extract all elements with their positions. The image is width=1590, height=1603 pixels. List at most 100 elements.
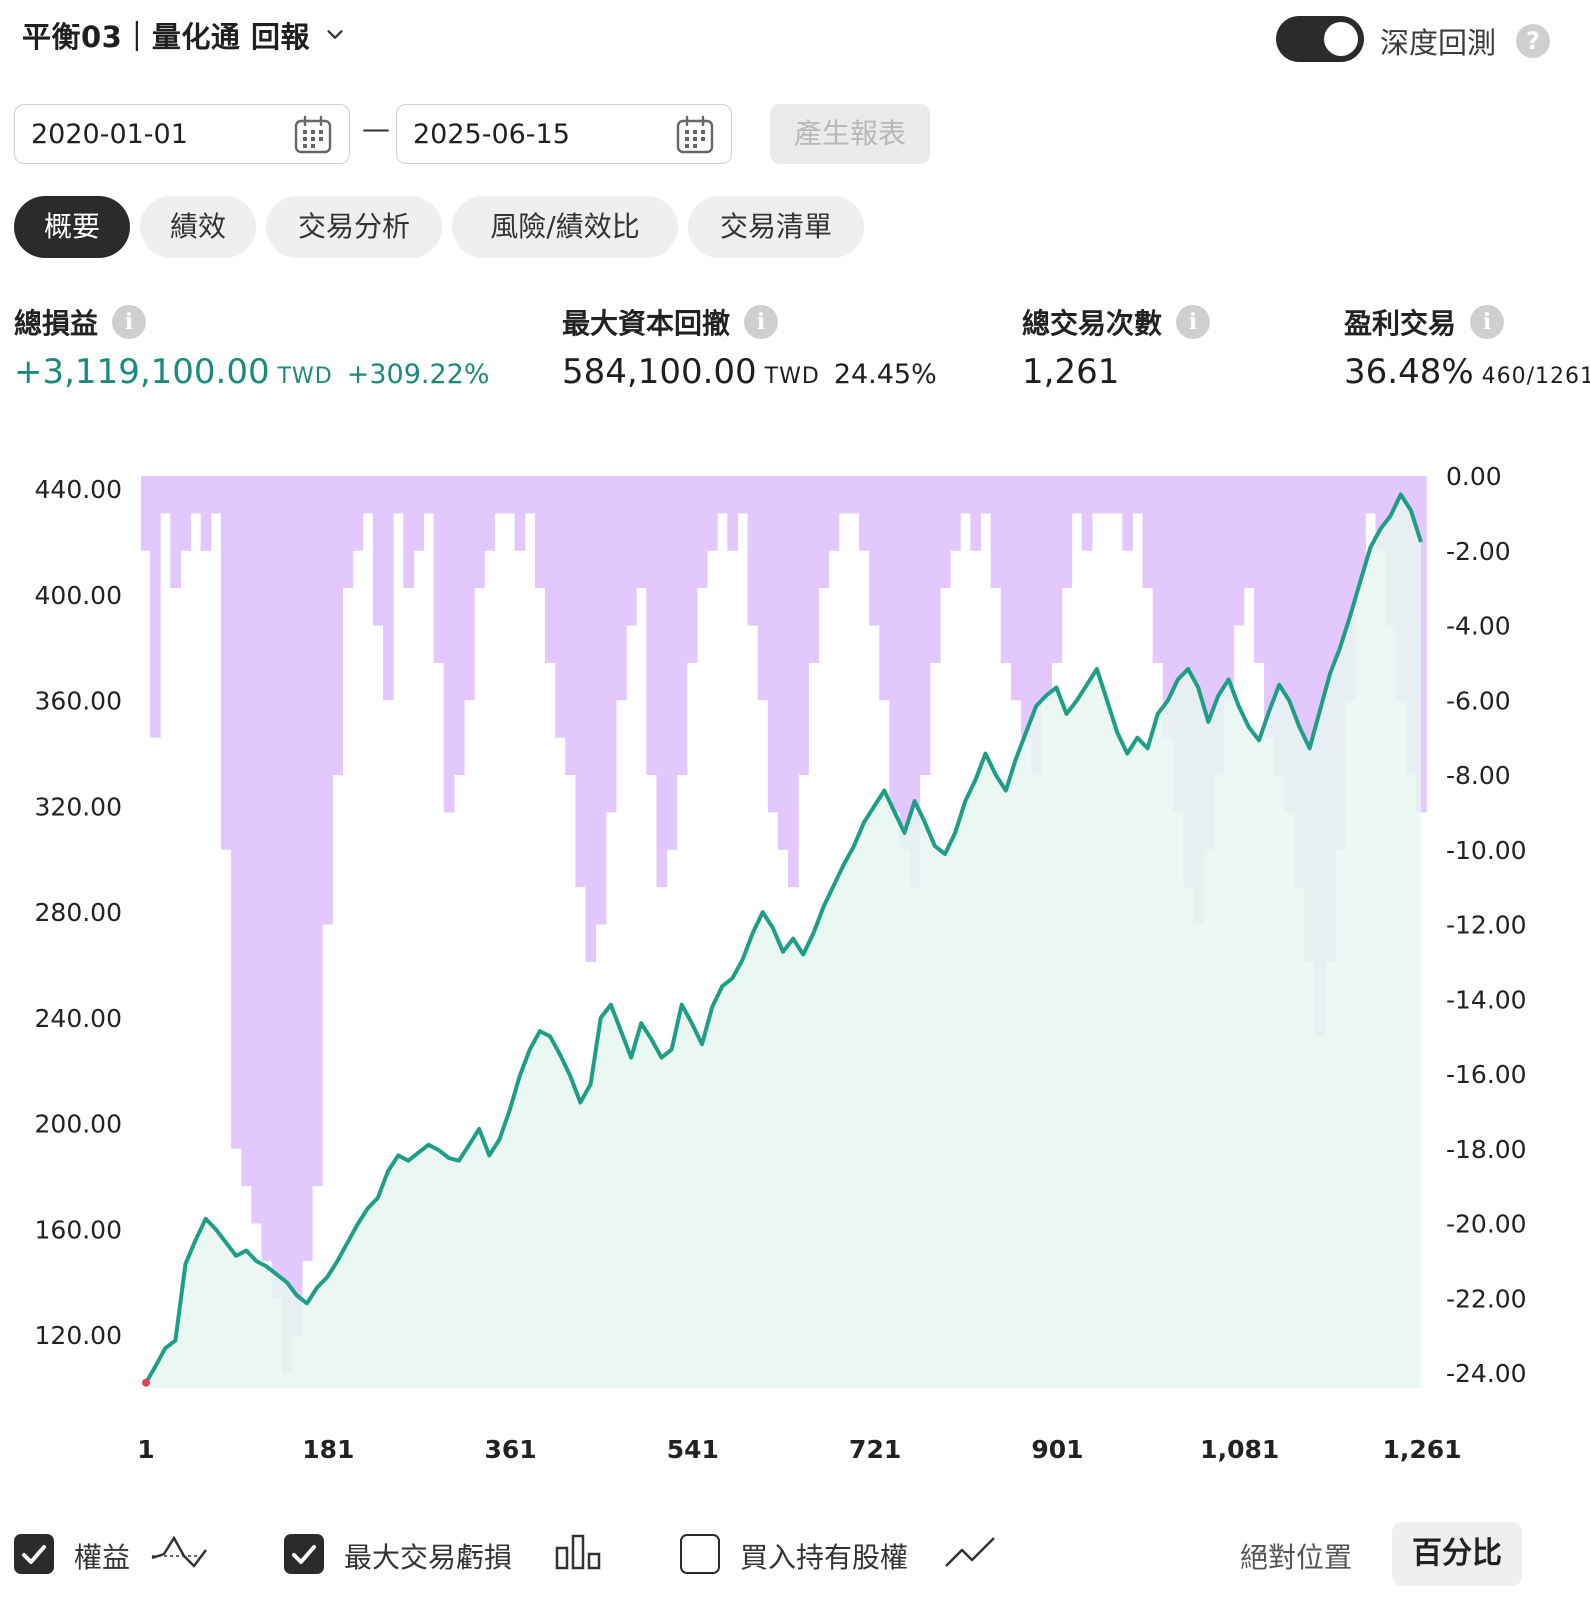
equity-drawdown-chart[interactable]: 440.00 400.00 360.00 320.00 280.00 240.00 200.… xyxy=(0,460,1590,1520)
report-title[interactable]: 平衡03｜量化通 回報 xyxy=(22,14,346,56)
y-right-tick: -4.00 xyxy=(1446,612,1511,641)
drawdown-bar xyxy=(636,476,647,589)
drawdown-bar xyxy=(1152,476,1164,663)
info-icon[interactable]: i xyxy=(1176,305,1211,339)
x-tick: 181 xyxy=(302,1435,354,1464)
stat-pnl-value: +3,119,100.00 TWD +309.22% xyxy=(14,352,490,392)
pnl-amount: +3,119,100.00 xyxy=(14,352,270,392)
y-left-tick: 360.00 xyxy=(35,687,122,716)
report-title-text: 平衡03｜量化通 回報 xyxy=(22,20,310,54)
drawdown-bar xyxy=(788,476,799,888)
drawdown-bar xyxy=(423,476,435,514)
drawdown-bar xyxy=(1304,476,1316,962)
generate-report-button[interactable]: 產生報表 xyxy=(770,104,930,164)
help-icon[interactable]: ? xyxy=(1516,24,1550,58)
deep-backtest-toggle[interactable] xyxy=(1276,16,1364,62)
drawdown-bar xyxy=(362,476,374,514)
drawdown-bar xyxy=(565,476,576,776)
drawdown-bar xyxy=(1243,476,1255,589)
check-icon xyxy=(292,1545,316,1564)
end-date-value: 2025-06-15 xyxy=(413,119,570,150)
y-right-tick: -14.00 xyxy=(1446,985,1527,1014)
drawdown-bar xyxy=(646,476,657,776)
x-tick: 361 xyxy=(484,1435,536,1464)
absolute-position-option[interactable]: 絕對位置 xyxy=(1240,1541,1353,1574)
drawdown-bar xyxy=(1132,476,1144,514)
drawdown-bars xyxy=(140,476,1427,1374)
drawdown-bar xyxy=(332,476,344,776)
drawdown-bar xyxy=(939,476,951,589)
info-icon[interactable]: i xyxy=(744,305,779,339)
equity-checkbox[interactable] xyxy=(14,1534,54,1574)
drawdown-bar xyxy=(605,476,617,813)
drawdown-bar xyxy=(757,476,769,701)
y-right-axis: 0.00 -2.00 -4.00 -6.00 -8.00 -10.00 -12.00 -14.… xyxy=(1446,462,1527,1388)
win-rate: 36.48% xyxy=(1344,352,1474,392)
date-separator: — xyxy=(362,112,390,145)
drawdown-bar xyxy=(686,476,698,663)
buy-hold-checkbox[interactable] xyxy=(680,1534,720,1574)
drawdown-bar xyxy=(504,476,516,514)
drawdown-bar xyxy=(443,476,455,813)
info-icon[interactable]: i xyxy=(112,305,147,339)
drawdown-bar xyxy=(140,476,152,551)
drawdown-bar xyxy=(1274,476,1285,776)
drawdown-bar xyxy=(1051,476,1063,663)
drawdown-bar xyxy=(271,476,283,1299)
drawdown-bar xyxy=(585,476,597,962)
equity-start-marker xyxy=(142,1378,150,1387)
drawdown-bar xyxy=(727,476,738,551)
drawdown-bar xyxy=(1355,476,1366,589)
tab-trade-list[interactable]: 交易清單 xyxy=(688,196,864,258)
stat-win-value: 36.48% 460/1261 xyxy=(1344,352,1590,392)
drawdown-bar xyxy=(180,476,192,551)
x-tick: 721 xyxy=(849,1435,901,1464)
tab-overview[interactable]: 概要 xyxy=(14,196,130,258)
drawdown-bar xyxy=(626,476,637,626)
bar-chart-icon xyxy=(555,1534,601,1570)
equity-area xyxy=(146,494,1421,1388)
x-tick: 1,261 xyxy=(1382,1435,1461,1464)
info-icon[interactable]: i xyxy=(1470,305,1505,339)
y-right-tick: -20.00 xyxy=(1446,1210,1527,1239)
max-loss-legend-label: 最大交易虧損 xyxy=(344,1541,513,1574)
calendar-icon[interactable] xyxy=(675,115,715,155)
max-loss-checkbox[interactable] xyxy=(284,1534,324,1574)
stat-pnl-label: 總損益 i xyxy=(14,302,147,342)
equity-line xyxy=(144,492,1423,1384)
drawdown-bar xyxy=(231,476,242,1149)
drawdown-bar xyxy=(1223,476,1235,701)
drawdown-bar xyxy=(879,476,890,701)
y-left-tick: 440.00 xyxy=(35,475,122,504)
tab-trade-analysis[interactable]: 交易分析 xyxy=(266,196,442,258)
y-left-tick: 240.00 xyxy=(35,1004,122,1033)
drawdown-bar xyxy=(150,476,161,738)
drawdown-bar xyxy=(838,476,850,514)
x-tick: 1,081 xyxy=(1200,1435,1279,1464)
check-icon xyxy=(22,1545,46,1564)
y-right-tick: -6.00 xyxy=(1446,686,1511,715)
drawdown-bar xyxy=(818,476,830,589)
percent-option[interactable]: 百分比 xyxy=(1392,1522,1522,1586)
drawdown-bar xyxy=(545,476,556,663)
tab-performance[interactable]: 績效 xyxy=(140,196,256,258)
trades-count: 1,261 xyxy=(1022,352,1120,392)
y-left-tick: 200.00 xyxy=(35,1110,122,1139)
calendar-icon[interactable] xyxy=(293,115,333,155)
start-date-value: 2020-01-01 xyxy=(31,119,188,150)
y-right-tick: -12.00 xyxy=(1446,911,1527,940)
start-date-field[interactable]: 2020-01-01 xyxy=(14,104,350,164)
toggle-knob xyxy=(1324,22,1358,56)
drawdown-bar xyxy=(1365,476,1376,514)
tab-risk-ratio[interactable]: 風險/績效比 xyxy=(452,196,678,258)
drawdown-bar xyxy=(1021,476,1032,738)
drawdown-bar xyxy=(909,476,921,888)
drawdown-bar xyxy=(889,476,901,813)
drawdown-bar xyxy=(1213,476,1225,776)
drawdown-bar xyxy=(291,476,303,1336)
y-right-tick: -18.00 xyxy=(1446,1135,1527,1164)
end-date-field[interactable]: 2025-06-15 xyxy=(396,104,732,164)
drawdown-bar xyxy=(1122,476,1133,551)
drawdown-bar xyxy=(1031,476,1042,776)
drawdown-bar xyxy=(960,476,971,514)
